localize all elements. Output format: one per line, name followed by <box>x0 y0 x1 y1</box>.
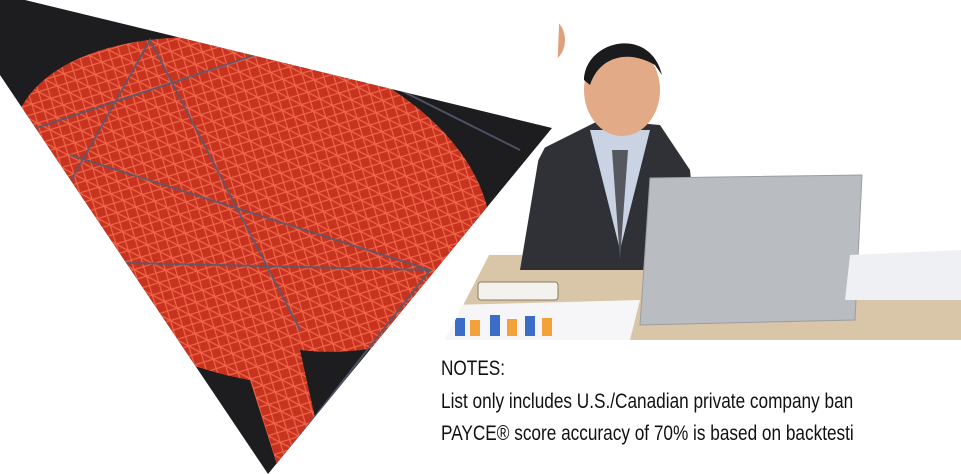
notes-line: List only includes U.S./Canadian private… <box>441 391 853 414</box>
notes-line: PAYCE® score accuracy of 70% is based on… <box>441 423 854 446</box>
notes: NOTES: List only includes U.S./Canadian … <box>441 358 854 446</box>
notes-heading: NOTES: <box>441 358 505 381</box>
page: NOTES: List only includes U.S./Canadian … <box>0 0 961 474</box>
banner: NOTES: List only includes U.S./Canadian … <box>0 0 961 474</box>
office-photo <box>440 0 961 340</box>
